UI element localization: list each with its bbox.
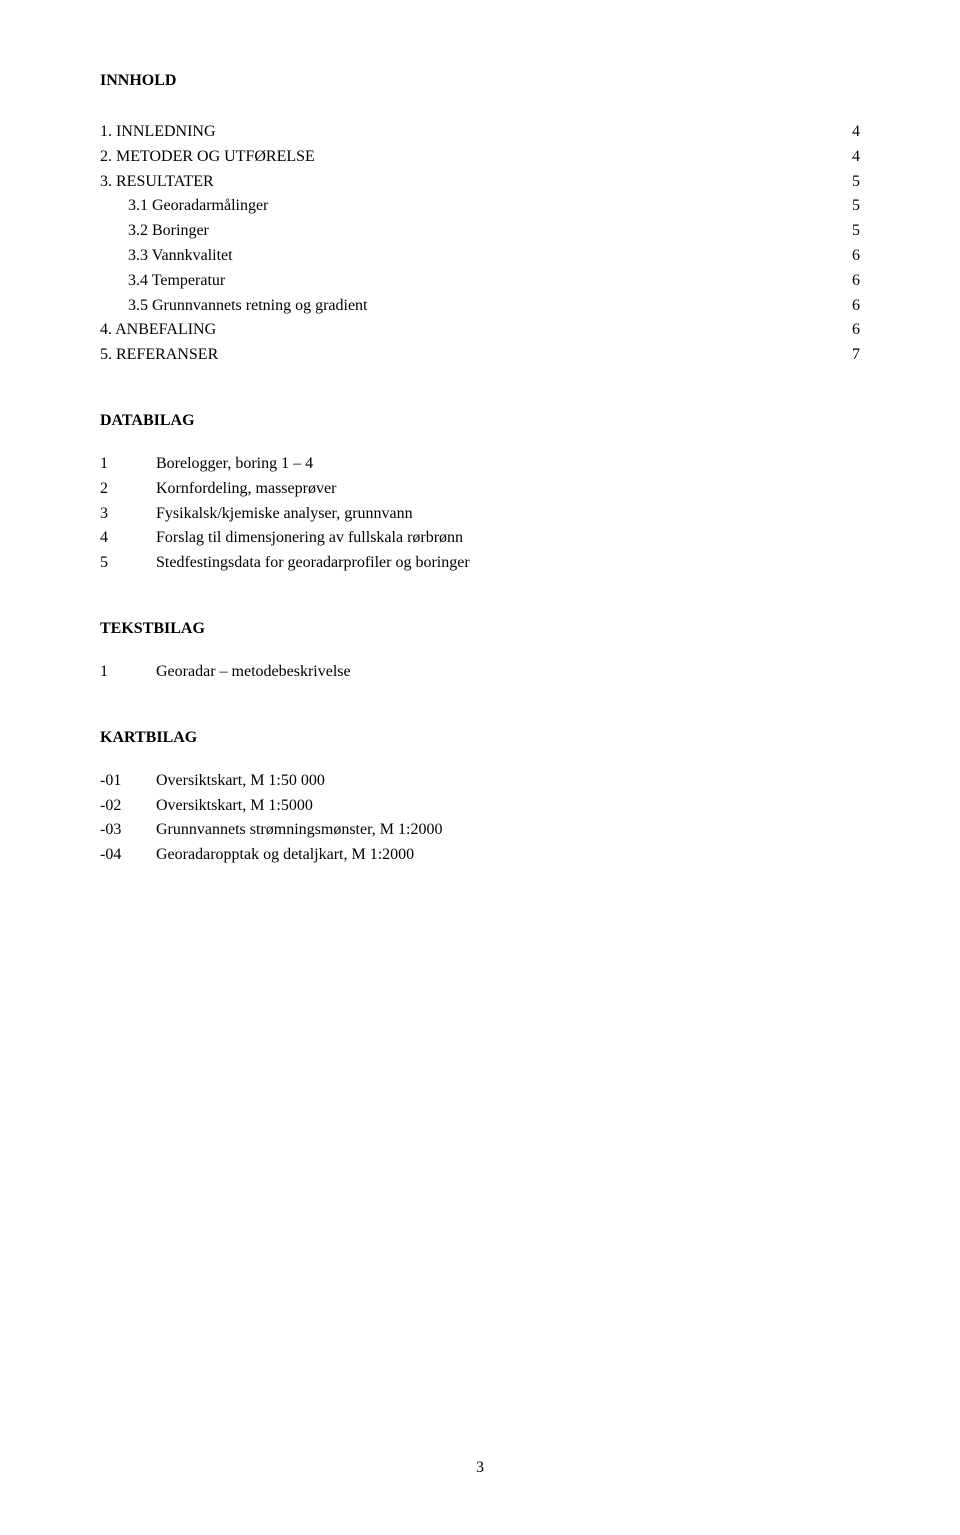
toc-entry: 3.5 Grunnvannets retning og gradient 6	[100, 294, 860, 319]
toc-label: 3.2 Boringer	[128, 219, 209, 244]
list-item: 5Stedfestingsdata for georadarprofiler o…	[100, 551, 860, 576]
item-number: 4	[100, 526, 156, 551]
item-number: 5	[100, 551, 156, 576]
toc-label: 3.5 Grunnvannets retning og gradient	[128, 294, 368, 319]
list-item: -01Oversiktskart, M 1:50 000	[100, 769, 860, 794]
item-number: -04	[100, 843, 156, 868]
item-text: Borelogger, boring 1 – 4	[156, 452, 860, 477]
toc-page: 4	[852, 145, 860, 170]
item-text: Fysikalsk/kjemiske analyser, grunnvann	[156, 502, 860, 527]
toc-page: 6	[852, 244, 860, 269]
toc-entry: 3.4 Temperatur 6	[100, 269, 860, 294]
list-item: -04Georadaropptak og detaljkart, M 1:200…	[100, 843, 860, 868]
toc-label: 2. METODER OG UTFØRELSE	[100, 145, 315, 170]
list-item: -02Oversiktskart, M 1:5000	[100, 794, 860, 819]
toc-entry: 3.2 Boringer 5	[100, 219, 860, 244]
toc-page: 5	[852, 170, 860, 195]
toc-entry: 5. REFERANSER 7	[100, 343, 860, 368]
toc-entry: 3. RESULTATER 5	[100, 170, 860, 195]
item-text: Georadar – metodebeskrivelse	[156, 660, 860, 685]
kartbilag-list: -01Oversiktskart, M 1:50 000-02Oversikts…	[100, 769, 860, 868]
list-item: 2Kornfordeling, masseprøver	[100, 477, 860, 502]
toc-entry: 3.3 Vannkvalitet 6	[100, 244, 860, 269]
toc-label: 3.4 Temperatur	[128, 269, 225, 294]
toc-label: 3.1 Georadarmålinger	[128, 194, 268, 219]
item-number: 3	[100, 502, 156, 527]
list-item: 1Georadar – metodebeskrivelse	[100, 660, 860, 685]
document-title: INNHOLD	[100, 72, 860, 90]
toc-page: 6	[852, 318, 860, 343]
toc-entry: 1. INNLEDNING 4	[100, 120, 860, 145]
toc-label: 3. RESULTATER	[100, 170, 214, 195]
toc-label: 4. ANBEFALING	[100, 318, 216, 343]
list-item: 4Forslag til dimensjonering av fullskala…	[100, 526, 860, 551]
item-number: 1	[100, 660, 156, 685]
item-number: -02	[100, 794, 156, 819]
toc-label: 3.3 Vannkvalitet	[128, 244, 233, 269]
toc-entry: 4. ANBEFALING 6	[100, 318, 860, 343]
databilag-list: 1Borelogger, boring 1 – 42Kornfordeling,…	[100, 452, 860, 576]
item-text: Grunnvannets strømningsmønster, M 1:2000	[156, 818, 860, 843]
item-number: 2	[100, 477, 156, 502]
toc-page: 4	[852, 120, 860, 145]
item-number: -03	[100, 818, 156, 843]
toc-label: 1. INNLEDNING	[100, 120, 216, 145]
page-number: 3	[0, 1459, 960, 1477]
kartbilag-title: KARTBILAG	[100, 729, 860, 747]
item-text: Oversiktskart, M 1:5000	[156, 794, 860, 819]
list-item: 3Fysikalsk/kjemiske analyser, grunnvann	[100, 502, 860, 527]
toc-label: 5. REFERANSER	[100, 343, 218, 368]
item-text: Forslag til dimensjonering av fullskala …	[156, 526, 860, 551]
item-number: 1	[100, 452, 156, 477]
toc-page: 6	[852, 294, 860, 319]
toc-entry: 2. METODER OG UTFØRELSE 4	[100, 145, 860, 170]
toc-page: 6	[852, 269, 860, 294]
item-text: Stedfestingsdata for georadarprofiler og…	[156, 551, 860, 576]
item-text: Georadaropptak og detaljkart, M 1:2000	[156, 843, 860, 868]
item-text: Oversiktskart, M 1:50 000	[156, 769, 860, 794]
list-item: -03Grunnvannets strømningsmønster, M 1:2…	[100, 818, 860, 843]
list-item: 1Borelogger, boring 1 – 4	[100, 452, 860, 477]
item-text: Kornfordeling, masseprøver	[156, 477, 860, 502]
toc-page: 5	[852, 194, 860, 219]
tekstbilag-list: 1Georadar – metodebeskrivelse	[100, 660, 860, 685]
toc-entry: 3.1 Georadarmålinger 5	[100, 194, 860, 219]
databilag-title: DATABILAG	[100, 412, 860, 430]
tekstbilag-title: TEKSTBILAG	[100, 620, 860, 638]
toc-page: 5	[852, 219, 860, 244]
item-number: -01	[100, 769, 156, 794]
table-of-contents: 1. INNLEDNING 42. METODER OG UTFØRELSE 4…	[100, 120, 860, 368]
toc-page: 7	[852, 343, 860, 368]
